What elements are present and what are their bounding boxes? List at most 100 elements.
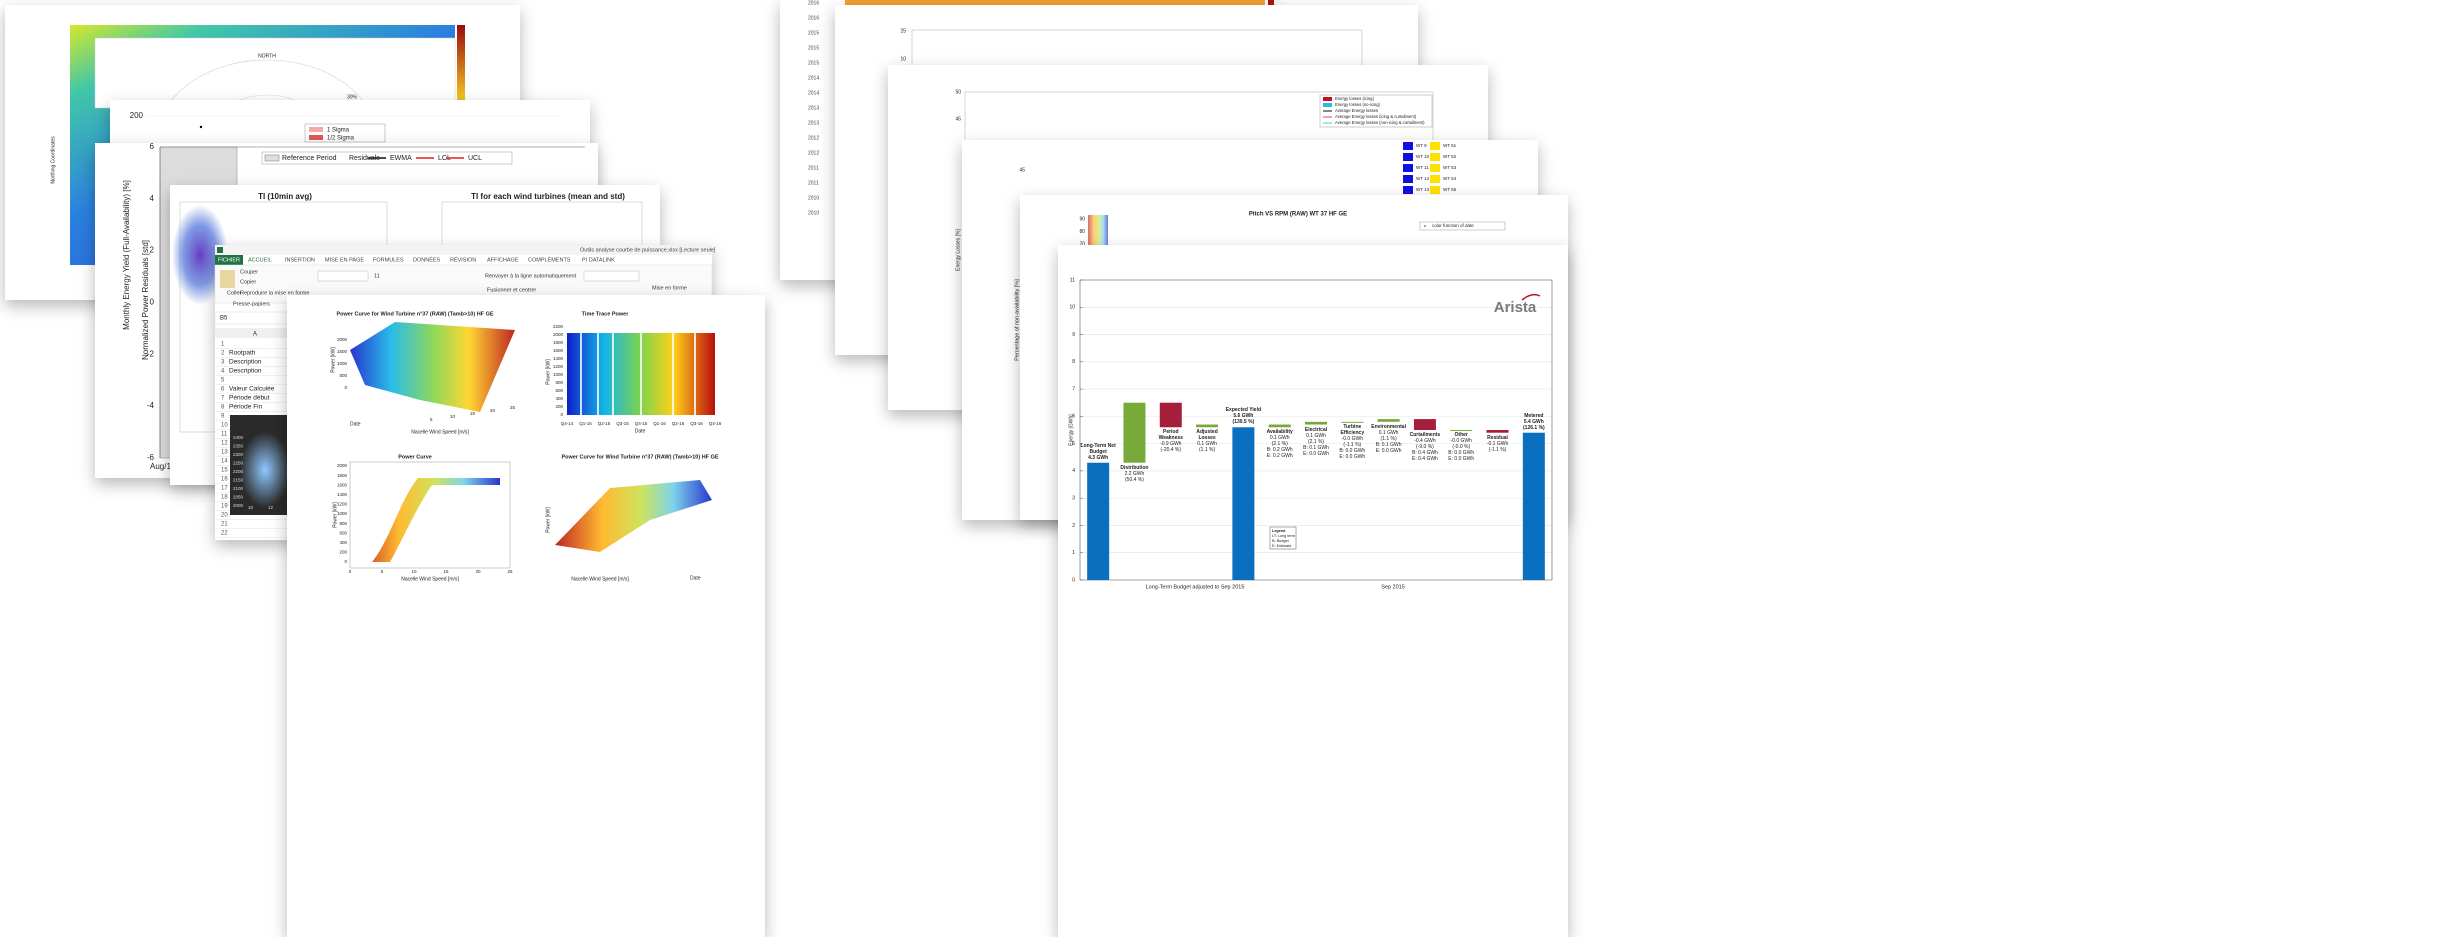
label: Energy losses (no-icing) — [1335, 102, 1381, 107]
x-tick-label: 25 — [510, 405, 516, 410]
bar-label-line: E: 0.0 GWh — [1371, 448, 1407, 454]
label: WT 13 — [1416, 187, 1430, 192]
gap — [640, 333, 642, 415]
y-tick-label: 1400 — [337, 492, 348, 497]
y-tick-label: 1600 — [553, 348, 564, 353]
inset-tick: 2350 — [233, 444, 244, 449]
label: Power [kW] — [330, 347, 336, 373]
x-tick-label: 25 — [507, 569, 513, 574]
bar-label-box: Curtailments-0.4 GWh(-9.0 %)B: 0.4 GWhE:… — [1407, 432, 1443, 472]
y-tick-label: 6 — [150, 142, 155, 151]
label: 200 — [130, 111, 144, 120]
y-tick-label: 1600 — [337, 482, 348, 487]
x-tick-label: Q2-15 — [598, 421, 611, 426]
bar-label-line: Turbine Efficiency — [1334, 424, 1370, 436]
y-tick-label: 600 — [339, 530, 347, 535]
x-tick-label: Q4-16 — [709, 421, 722, 426]
legend-text: E: Estimate — [1272, 544, 1291, 548]
ribbon-label: Copier — [240, 279, 256, 285]
inset-tick: 12 — [268, 505, 274, 510]
bar-label-line: Adjusted Losses — [1189, 429, 1225, 441]
label: 1 Sigma — [327, 128, 350, 134]
inset-cloud — [240, 432, 290, 508]
bar — [1123, 403, 1145, 463]
ribbon-tab: AFFICHAGE — [487, 257, 519, 263]
label: Time Trace Power — [582, 311, 630, 317]
cell-text: Description — [229, 368, 262, 375]
y-tick-label: 1500 — [337, 349, 348, 354]
label: Power Curve — [398, 454, 432, 460]
gap — [694, 333, 696, 415]
label: Energy losses (icing) — [1335, 96, 1374, 101]
label: WT 12 — [1416, 176, 1430, 181]
row-number: 13 — [221, 450, 228, 456]
y-tick-label: 1200 — [553, 364, 564, 369]
inset-tick: 2150 — [233, 478, 244, 483]
y-tick-label: -6 — [147, 453, 155, 462]
ribbon-tab: ACCUEIL — [248, 257, 272, 263]
y-tick-label: 2 — [150, 246, 155, 255]
label: Power Curve for Wind Turbine n°37 (RAW) … — [336, 311, 493, 317]
bar-label-line: (-20.4 %) — [1153, 447, 1189, 453]
y-tick-label: 1200 — [337, 502, 348, 507]
y-tick-label: 4 — [1072, 468, 1075, 474]
ribbon-label: 11 — [374, 273, 380, 279]
x-tick-label: Q3-16 — [690, 421, 703, 426]
bar — [1523, 433, 1545, 580]
label: 25 — [900, 28, 906, 34]
label: Energy Losses [%] — [955, 229, 961, 271]
y-tick-label: 200 — [339, 550, 347, 555]
x-tick-label: Q4-15 — [635, 421, 648, 426]
y-tick-label: 400 — [339, 540, 347, 545]
row-number: 18 — [221, 495, 228, 501]
ribbon-label: Presse-papiers — [233, 301, 270, 307]
gap — [597, 333, 599, 415]
gap — [672, 333, 674, 415]
year-label: 2014 — [808, 90, 819, 96]
bar — [1341, 422, 1363, 423]
y-tick-label: -4 — [147, 401, 155, 410]
legend-swatch — [1403, 175, 1413, 183]
bar-label-line: (-1.1 %) — [1480, 447, 1516, 453]
bar-label: Long-Term Net Budget4.3 GWh — [1078, 423, 1118, 461]
label: Percentage of non-availability [%] — [1014, 279, 1020, 361]
ribbon-tab: PI DATALINK — [582, 257, 615, 263]
label: 50 — [955, 89, 961, 95]
year-label: 2015 — [808, 30, 819, 36]
ribbon-label: Mise en forme — [652, 285, 687, 291]
bar-label: Curtailments-0.4 GWh(-9.0 %)B: 0.4 GWhE:… — [1407, 432, 1443, 472]
label: Date — [690, 575, 701, 581]
label: Date — [350, 421, 361, 427]
year-label: 2011 — [808, 165, 819, 171]
bar-label-line: Long-Term Net Budget — [1078, 443, 1118, 455]
y-tick-label: 0 — [1072, 577, 1075, 583]
row-number: 10 — [221, 423, 228, 429]
label: Normalized Power Residuals [std] — [141, 240, 150, 360]
collage: Northing CoordinatesNORTH30%2001 Sigma1/… — [0, 0, 2459, 937]
label: 45 — [1019, 167, 1025, 173]
bar-label: Distribution2.2 GWh(50.4 %) — [1116, 465, 1152, 505]
label: WT 51 — [1443, 143, 1457, 148]
legend-swatch — [309, 127, 323, 132]
label: Nacelle Wind Speed [m/s] — [411, 429, 469, 435]
label: color function of date — [1432, 223, 1474, 228]
label: 45 — [955, 116, 961, 122]
y-tick-label: 600 — [555, 388, 563, 393]
y-tick-label: 1000 — [337, 511, 348, 516]
y-tick-label: 2000 — [553, 332, 564, 337]
legend-swatch — [1403, 153, 1413, 161]
y-tick-label: 2200 — [553, 324, 564, 329]
bar-label-box: Availability0.1 GWh(2.1 %)B: 0.2 GWhE: 0… — [1262, 429, 1298, 469]
row-number: 20 — [221, 513, 228, 519]
y-tick-label: 8 — [1072, 359, 1075, 365]
logo: Arista — [1494, 299, 1537, 316]
cell-text: Rootpath — [229, 350, 256, 357]
label: WT 55 — [1443, 187, 1457, 192]
bar-label-box: Turbine Efficiency-0.0 GWh(-1.1 %)B: 0.0… — [1334, 424, 1370, 464]
inset-tick: 10 — [248, 505, 254, 510]
legend-text: Legend — [1272, 529, 1286, 533]
bar-label-box: Distribution2.2 GWh(50.4 %) — [1116, 465, 1152, 505]
year-label: 2013 — [808, 105, 819, 111]
